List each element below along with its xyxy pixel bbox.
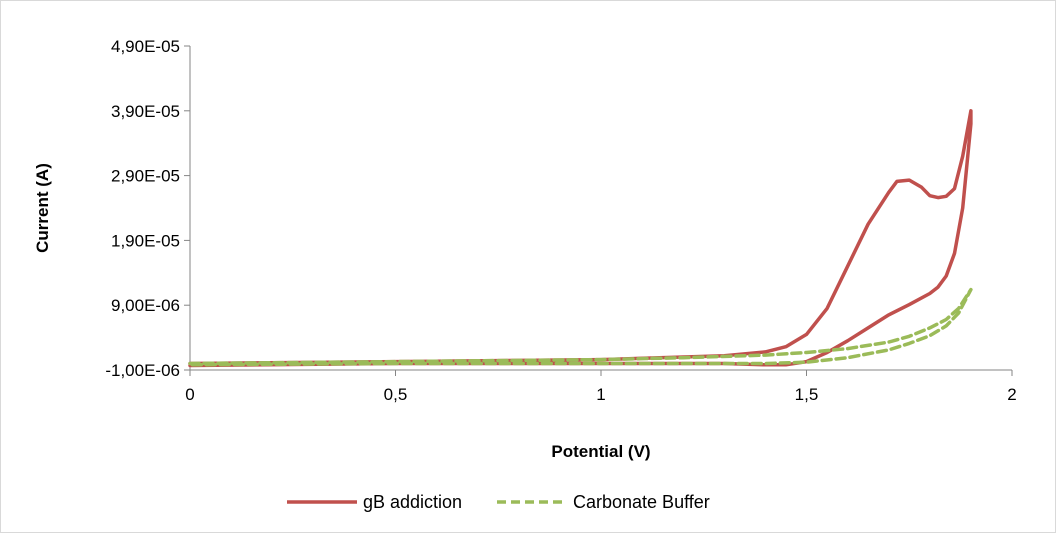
x-tick-label: 1 (596, 385, 605, 404)
y-tick-label: 1,90E-05 (111, 231, 180, 250)
legend-label: gB addiction (363, 492, 462, 512)
y-axis-title: Current (A) (33, 163, 52, 253)
x-axis-title: Potential (V) (551, 442, 650, 461)
y-tick-label: 9,00E-06 (111, 296, 180, 315)
legend: gB addiction Carbonate Buffer (287, 492, 710, 512)
labels-group: Potential (V) Current (A) (33, 163, 651, 461)
y-tick-label: 3,90E-05 (111, 102, 180, 121)
axes-group: -1,00E-06 9,00E-06 1,90E-05 2,90E-05 3,90E-0… (105, 37, 1016, 404)
x-tick-label: 0 (185, 385, 194, 404)
x-tick-label: 2 (1007, 385, 1016, 404)
x-tick-label: 1,5 (795, 385, 819, 404)
y-tick-label: 4,90E-05 (111, 37, 180, 56)
x-tick-label: 0,5 (384, 385, 408, 404)
y-tick-label: -1,00E-06 (105, 361, 180, 380)
series-line (188, 287, 973, 367)
y-tick-label: 2,90E-05 (111, 167, 180, 186)
series-group (188, 109, 973, 368)
legend-label: Carbonate Buffer (573, 492, 710, 512)
